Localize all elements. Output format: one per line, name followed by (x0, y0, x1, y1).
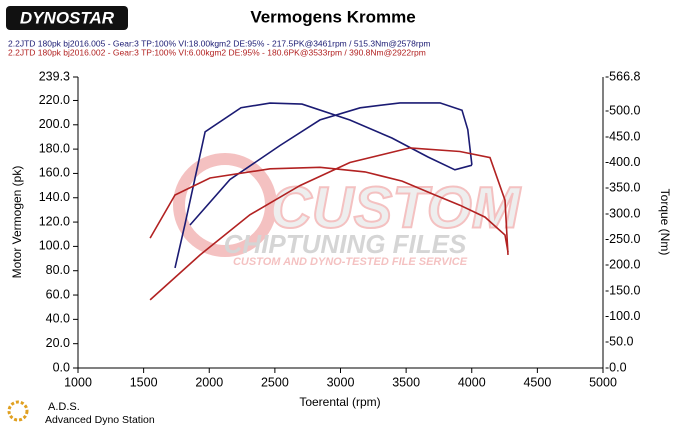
x-tick-label: 1500 (130, 375, 158, 389)
y-tick-label: 200.0 (39, 117, 70, 131)
series-line (189, 102, 473, 226)
y-tick-label: 140.0 (39, 190, 70, 204)
y2-tick-label: -566.8 (605, 69, 640, 83)
legend-entry: 2.2JTD 180pk bj2016.005 - Gear:3 TP:100%… (8, 38, 431, 48)
y-tick-label: 180.0 (39, 141, 70, 155)
y2-tick-label: -250.0 (605, 232, 640, 246)
watermark-tagline: CUSTOM AND DYNO-TESTED FILE SERVICE (233, 256, 468, 268)
y-tick-label: 40.0 (46, 312, 70, 326)
watermark-title: CUSTOM (270, 175, 522, 240)
y2-tick-label: -450.0 (605, 129, 640, 143)
y-tick-label: 20.0 (46, 336, 70, 350)
y-tick-label: 239.3 (39, 69, 70, 83)
footer-icon (7, 400, 29, 422)
watermark-subtitle: CHIPTUNING FILES (224, 229, 467, 259)
series-line (174, 102, 473, 269)
y2-tick-label: -500.0 (605, 104, 640, 118)
x-tick-label: 5000 (589, 375, 617, 389)
y-tick-label: 80.0 (46, 263, 70, 277)
y-axis-title: Motor Vermogen (pk) (10, 166, 24, 279)
y2-tick-label: -50.0 (605, 335, 634, 349)
logo: DYNOSTAR (20, 8, 115, 27)
x-tick-label: 2500 (261, 375, 289, 389)
legend-entry: 2.2JTD 180pk bj2016.002 - Gear:3 TP:100%… (8, 47, 426, 57)
y-tick-label: 100.0 (39, 239, 70, 253)
footer-long: Advanced Dyno Station (45, 414, 155, 426)
y-tick-label: 120.0 (39, 214, 70, 228)
y2-tick-label: -400.0 (605, 155, 640, 169)
y2-tick-label: -200.0 (605, 258, 640, 272)
watermark: CUSTOM CHIPTUNING FILES CUSTOM AND DYNO-… (173, 153, 523, 268)
x-axis-title: Toerental (rpm) (299, 395, 380, 409)
x-tick-label: 2000 (195, 375, 223, 389)
y2-axis-title: Torque (Nm) (658, 189, 672, 256)
y2-tick-label: -0.0 (605, 360, 627, 374)
y-tick-label: 220.0 (39, 93, 70, 107)
x-tick-label: 1000 (64, 375, 92, 389)
chart-title: Vermogens Kromme (250, 7, 415, 26)
y2-tick-label: -300.0 (605, 206, 640, 220)
x-tick-label: 3500 (392, 375, 420, 389)
watermark-ring (173, 153, 277, 257)
footer-short: A.D.S. (48, 401, 80, 413)
y2-tick-label: -150.0 (605, 283, 640, 297)
y-tick-label: 0.0 (53, 360, 70, 374)
x-tick-label: 4000 (458, 375, 486, 389)
y2-tick-label: -100.0 (605, 309, 640, 323)
x-tick-label: 4500 (523, 375, 551, 389)
series-line (149, 147, 509, 301)
logo-box (6, 6, 128, 30)
y2-tick-label: -350.0 (605, 181, 640, 195)
x-tick-label: 3000 (327, 375, 355, 389)
series-line (149, 166, 509, 253)
y-tick-label: 60.0 (46, 287, 70, 301)
y-tick-label: 160.0 (39, 166, 70, 180)
